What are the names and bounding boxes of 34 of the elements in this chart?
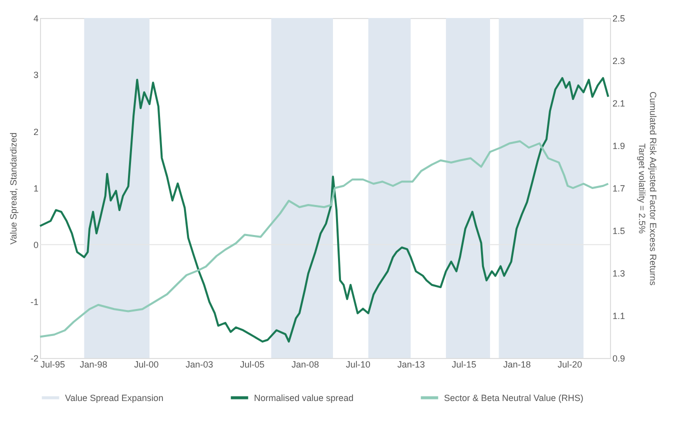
y-tick-label: -2	[30, 354, 38, 364]
y2-tick-label: 2.5	[612, 14, 626, 24]
y-tick-label: 3	[33, 70, 38, 80]
y2-tick-label: 2.1	[612, 98, 626, 108]
y-tick-label: 0	[33, 240, 38, 250]
y2-tick-label: 1.3	[612, 268, 626, 278]
y2-tick-label: 1.9	[612, 141, 626, 151]
legend-label: Sector & Beta Neutral Value (RHS)	[444, 392, 584, 403]
y-tick-label: -1	[30, 296, 38, 307]
y2-tick-label: 2.3	[612, 56, 626, 66]
y-tick-label: 1	[33, 184, 38, 194]
y2-tick-label: 1.5	[612, 226, 626, 236]
y-tick-label: 4	[33, 14, 38, 24]
x-tick-label: Jul-10	[346, 360, 370, 370]
x-tick-label: Jul-20	[558, 360, 582, 370]
y2-tick-label: 1.7	[612, 184, 626, 194]
x-tick-label: Jul-15	[452, 360, 476, 370]
x-tick-label: Jul-00	[134, 360, 159, 370]
y2-tick-label: 1.1	[612, 311, 626, 321]
y2-axis-title: Cumulated Risk Adjusted Factor Excess Returns Target volatility = 2.5%	[637, 91, 658, 286]
x-tick-label: Jul-05	[240, 360, 265, 370]
x-tick-label: Jul-95	[40, 360, 66, 370]
y-tick-label: 2	[33, 126, 38, 137]
x-tick-label: Jan-08	[292, 360, 320, 370]
y-axis-title: Value Spread, Standardized	[8, 132, 18, 244]
legend-label: Value Spread Expansion	[65, 392, 164, 403]
x-tick-label: Jan-03	[186, 360, 214, 370]
y2-tick-label: 0.9	[612, 354, 626, 364]
x-tick-label: Jan-98	[80, 360, 108, 370]
line-series	[39, 77, 610, 343]
x-tick-label: Jan-13	[397, 360, 425, 370]
x-tick-label: Jan-18	[503, 360, 531, 370]
legend-label: Normalised value spread	[254, 392, 354, 403]
line-series	[39, 140, 610, 338]
